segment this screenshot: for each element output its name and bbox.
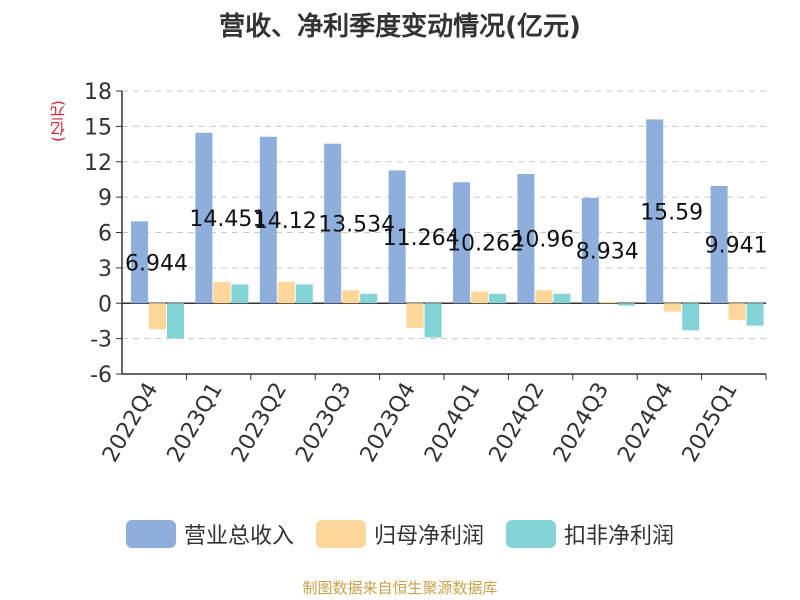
x-tick-label: 2024Q2: [484, 379, 549, 467]
y-tick-label: 3: [98, 257, 112, 282]
bar-deducted-profit: [489, 293, 506, 304]
bar-deducted-profit: [553, 293, 571, 304]
bar-deducted-profit: [746, 303, 764, 326]
x-tick-label: 2023Q1: [162, 379, 227, 467]
bar-net-profit: [277, 282, 295, 304]
x-tick-label: 2024Q1: [420, 379, 485, 467]
data-label: 11.264: [383, 226, 460, 251]
x-tick-label: 2024Q3: [549, 379, 614, 467]
legend-label: 归母净利润: [373, 524, 484, 549]
legend-item[interactable]: 营业总收入: [125, 518, 294, 550]
data-label: 15.59: [640, 200, 703, 225]
bar-revenue: [259, 136, 277, 304]
bar-deducted-profit: [682, 303, 700, 331]
y-tick-label: -6: [90, 363, 112, 388]
x-tick-label: 2025Q1: [678, 379, 743, 467]
bar-net-profit: [213, 282, 231, 304]
legend-label: 扣非净利润: [564, 524, 675, 549]
data-label: 10.262: [447, 232, 524, 257]
bar-net-profit: [599, 302, 617, 304]
y-tick-label: 9: [98, 186, 112, 211]
x-tick-label: 2023Q2: [227, 379, 292, 467]
x-tick-label: 2024Q4: [613, 379, 678, 467]
y-tick-label: 18: [84, 80, 112, 105]
legend-swatch: [125, 520, 176, 548]
x-tick-label: 2022Q4: [98, 379, 163, 467]
bar-deducted-profit: [360, 293, 378, 304]
legend: 营业总收入 归母净利润 扣非净利润: [0, 516, 800, 552]
data-label: 14.12: [254, 209, 317, 234]
legend-swatch: [315, 520, 366, 548]
bar-revenue: [646, 119, 664, 304]
legend-swatch: [506, 520, 556, 548]
y-tick-label: 0: [98, 292, 112, 317]
bar-deducted-profit: [167, 303, 184, 339]
legend-label: 营业总收入: [183, 524, 294, 549]
data-label: 14.451: [189, 207, 266, 232]
bar-net-profit: [342, 290, 360, 304]
bar-revenue: [195, 132, 213, 304]
bar-net-profit: [406, 303, 424, 329]
bar-net-profit: [664, 303, 682, 312]
data-label: 9.941: [705, 234, 768, 259]
y-tick-label: 6: [98, 222, 112, 247]
bar-net-profit: [728, 303, 746, 320]
x-tick-label: 2023Q4: [356, 379, 421, 467]
legend-item[interactable]: 扣非净利润: [506, 518, 674, 550]
bar-deducted-profit: [295, 284, 313, 304]
bar-revenue: [324, 143, 342, 304]
data-label: 10.96: [511, 228, 574, 253]
bar-deducted-profit: [231, 284, 249, 304]
bar-revenue: [517, 174, 535, 304]
bar-revenue: [453, 182, 470, 304]
data-label: 13.534: [318, 212, 395, 237]
source-note: 制图数据来自恒生聚源数据库: [302, 579, 498, 597]
bar-net-profit: [471, 291, 488, 304]
bar-revenue: [710, 186, 728, 304]
legend-item[interactable]: 归母净利润: [315, 518, 484, 550]
y-tick-label: 12: [84, 151, 112, 176]
data-label: 6.944: [125, 251, 188, 276]
data-label: 8.934: [576, 240, 639, 265]
x-tick-label: 2023Q3: [291, 379, 356, 467]
bar-deducted-profit: [424, 303, 442, 338]
bar-net-profit: [535, 290, 553, 304]
bar-deducted-profit: [617, 303, 635, 306]
y-tick-label: 15: [84, 115, 112, 140]
chart-title: 营收、净利季度变动情况(亿元): [219, 12, 581, 42]
bar-revenue: [581, 197, 599, 304]
bar-revenue: [131, 221, 148, 304]
y-tick-label: -3: [90, 328, 112, 353]
bar-net-profit: [149, 303, 166, 330]
bar-revenue: [388, 170, 406, 304]
